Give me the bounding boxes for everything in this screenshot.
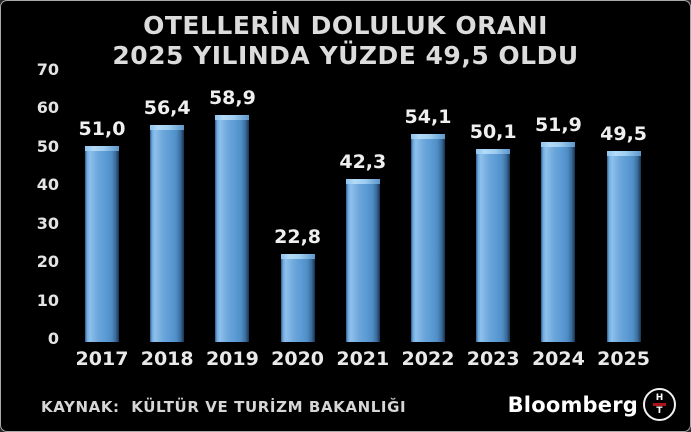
bar-top-bevel — [345, 179, 380, 185]
x-axis-label-2023: 2023 — [466, 348, 520, 370]
value-label-2019: 58,9 — [208, 87, 256, 110]
bar-top-bevel — [476, 149, 511, 155]
value-label-2024: 51,9 — [534, 114, 582, 137]
x-axis-label-2018: 2018 — [140, 348, 194, 370]
ht-logo-red-bar — [653, 403, 666, 406]
bar-2017 — [85, 145, 119, 342]
bar-top-bevel — [150, 124, 185, 130]
y-axis-tick-40: 40 — [36, 175, 59, 194]
y-axis-tick-20: 20 — [36, 252, 59, 271]
bar-2024 — [541, 142, 576, 342]
value-label-2021: 42,3 — [339, 151, 387, 174]
bar-2025 — [606, 151, 641, 342]
value-label-2025: 49,5 — [600, 123, 648, 146]
value-label-2018: 56,4 — [143, 96, 191, 119]
bar-2021 — [345, 179, 380, 342]
y-axis-tick-50: 50 — [36, 136, 59, 156]
bar-2023 — [476, 149, 511, 342]
y-axis-tick-0: 0 — [47, 329, 59, 348]
bar-top-bevel — [411, 133, 445, 139]
ht-logo-t: T — [656, 406, 663, 416]
value-label-2023: 50,1 — [469, 121, 517, 144]
bar-top-bevel — [215, 115, 250, 121]
bloomberg-wordmark: Bloomberg — [507, 392, 638, 417]
y-axis-tick-70: 70 — [36, 59, 59, 79]
bar-top-bevel — [85, 145, 119, 151]
x-axis-label-2021: 2021 — [336, 348, 390, 370]
bar-2019 — [215, 115, 250, 342]
bar-2018 — [150, 124, 185, 342]
bar-top-bevel — [541, 142, 576, 148]
chart-title: OTELLERİN DOLULUK ORANI 2025 YILINDA YÜZ… — [1, 11, 690, 71]
ht-logo-icon: H T — [643, 388, 676, 421]
bloomberg-ht-logo: Bloomberg H T — [508, 388, 676, 421]
x-axis-label-2022: 2022 — [401, 348, 455, 370]
value-label-2020: 22,8 — [274, 226, 322, 249]
source-text: KAYNAK: KÜLTÜR VE TURİZM BAKANLIĞI — [41, 398, 407, 416]
bar-2020 — [280, 254, 315, 342]
bar-2022 — [411, 133, 445, 342]
x-axis-label-2020: 2020 — [271, 348, 325, 370]
x-axis-label-2025: 2025 — [597, 348, 651, 370]
x-axis-label-2019: 2019 — [205, 348, 259, 370]
y-axis-tick-60: 60 — [36, 98, 59, 117]
value-label-2022: 54,1 — [404, 105, 452, 128]
x-axis-label-2024: 2024 — [531, 348, 585, 370]
value-label-2017: 51,0 — [78, 117, 126, 140]
chart-title-line2: 2025 YILINDA YÜZDE 49,5 OLDU — [112, 41, 579, 70]
bar-top-bevel — [280, 254, 315, 260]
bar-top-bevel — [606, 151, 641, 157]
ht-logo-h: H — [655, 393, 664, 403]
x-axis-label-2017: 2017 — [75, 348, 129, 370]
chart-title-line1: OTELLERİN DOLULUK ORANI — [143, 11, 548, 40]
y-axis-tick-30: 30 — [36, 213, 59, 233]
y-axis-tick-10: 10 — [36, 290, 59, 310]
